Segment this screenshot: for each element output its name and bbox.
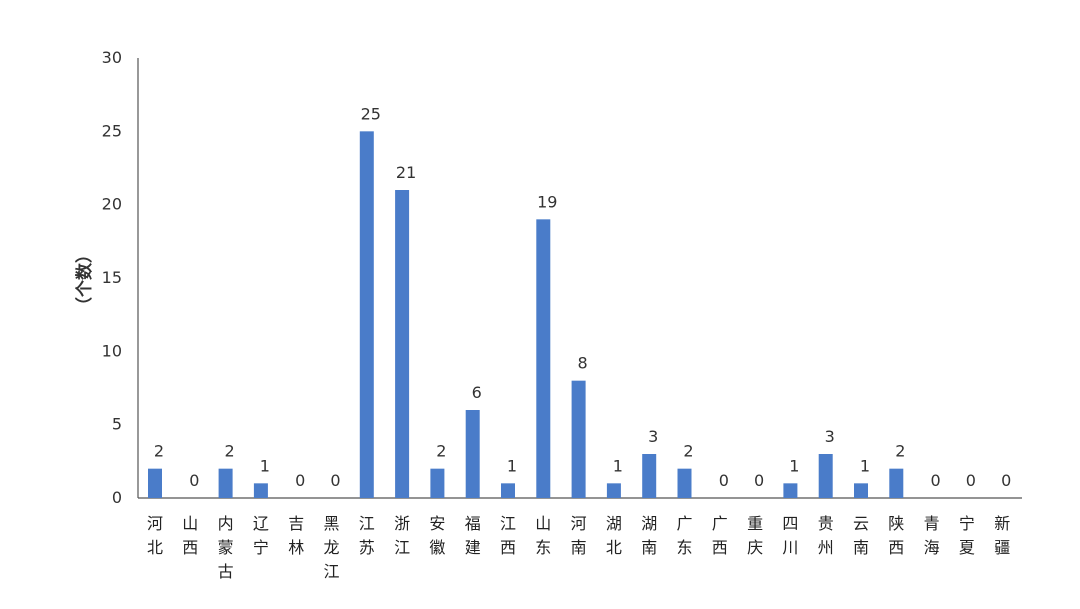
y-tick-label: 10	[102, 341, 122, 360]
value-label: 8	[578, 354, 588, 373]
bar	[783, 483, 798, 498]
y-tick-labels: 0 5 10 15 20 25 30	[102, 48, 122, 507]
category-label: 山东	[535, 514, 551, 557]
category-label: 陕西	[888, 514, 904, 557]
category-label: 浙江	[394, 514, 410, 557]
bars	[148, 131, 904, 499]
bar	[218, 468, 233, 498]
value-label: 3	[825, 427, 835, 446]
category-label: 福建	[465, 514, 481, 557]
value-label: 0	[189, 471, 199, 490]
value-label: 0	[754, 471, 764, 490]
bar	[889, 468, 904, 498]
bar	[854, 483, 868, 498]
value-label: 1	[613, 456, 623, 475]
value-label: 3	[648, 427, 658, 446]
category-label: 江苏	[359, 514, 375, 557]
value-label: 1	[260, 456, 270, 475]
value-label: 2	[895, 442, 905, 461]
value-label: 2	[225, 442, 235, 461]
value-label: 2	[436, 442, 446, 461]
bar	[536, 219, 551, 499]
value-label: 1	[507, 456, 517, 475]
category-label: 河北	[147, 514, 163, 557]
category-label: 青海	[924, 514, 940, 557]
category-label: 湖南	[641, 514, 657, 557]
y-axis-title: （个数）	[74, 246, 95, 314]
y-tick-label: 30	[102, 48, 122, 67]
value-label: 0	[295, 471, 305, 490]
value-label: 0	[931, 471, 941, 490]
category-label: 云南	[853, 514, 869, 557]
category-label: 内蒙古	[218, 514, 234, 581]
category-label: 吉林	[288, 514, 304, 557]
category-label: 重庆	[747, 514, 763, 557]
bar	[395, 190, 410, 498]
category-label: 江西	[500, 514, 516, 557]
bar	[571, 380, 586, 498]
bar	[465, 410, 480, 498]
value-label: 0	[330, 471, 340, 490]
bar	[818, 454, 833, 498]
bar	[148, 468, 162, 498]
y-tick-label: 20	[102, 195, 122, 214]
category-label: 黑龙江	[323, 514, 339, 581]
bar	[359, 131, 374, 499]
category-label: 新疆	[994, 514, 1010, 557]
value-label: 0	[966, 471, 976, 490]
value-label: 0	[719, 471, 729, 490]
value-label: 6	[472, 383, 482, 402]
value-label: 0	[1001, 471, 1011, 490]
y-tick-label: 5	[112, 415, 122, 434]
value-label: 21	[396, 163, 416, 182]
value-label: 2	[683, 442, 693, 461]
category-label: 四川	[782, 514, 798, 557]
category-label: 河南	[571, 514, 587, 557]
category-label: 广西	[712, 514, 728, 557]
category-label: 贵州	[818, 514, 834, 557]
value-label: 1	[860, 456, 870, 475]
value-label: 1	[789, 456, 799, 475]
category-label: 宁夏	[959, 514, 975, 557]
bar	[642, 454, 657, 498]
category-label: 广东	[676, 514, 692, 557]
bar	[430, 468, 445, 498]
bar	[677, 468, 692, 498]
bar	[501, 483, 515, 498]
y-tick-label: 25	[102, 121, 122, 140]
category-label: 湖北	[606, 514, 622, 557]
value-label: 19	[537, 192, 557, 211]
value-label: 25	[361, 104, 381, 123]
category-label: 安徽	[429, 514, 445, 557]
value-label: 2	[154, 442, 164, 461]
bar	[606, 483, 621, 498]
category-label: 山西	[182, 514, 198, 557]
bar	[253, 483, 268, 498]
y-tick-label: 15	[102, 268, 122, 287]
y-tick-label: 0	[112, 488, 122, 507]
category-label: 辽宁	[253, 514, 269, 557]
